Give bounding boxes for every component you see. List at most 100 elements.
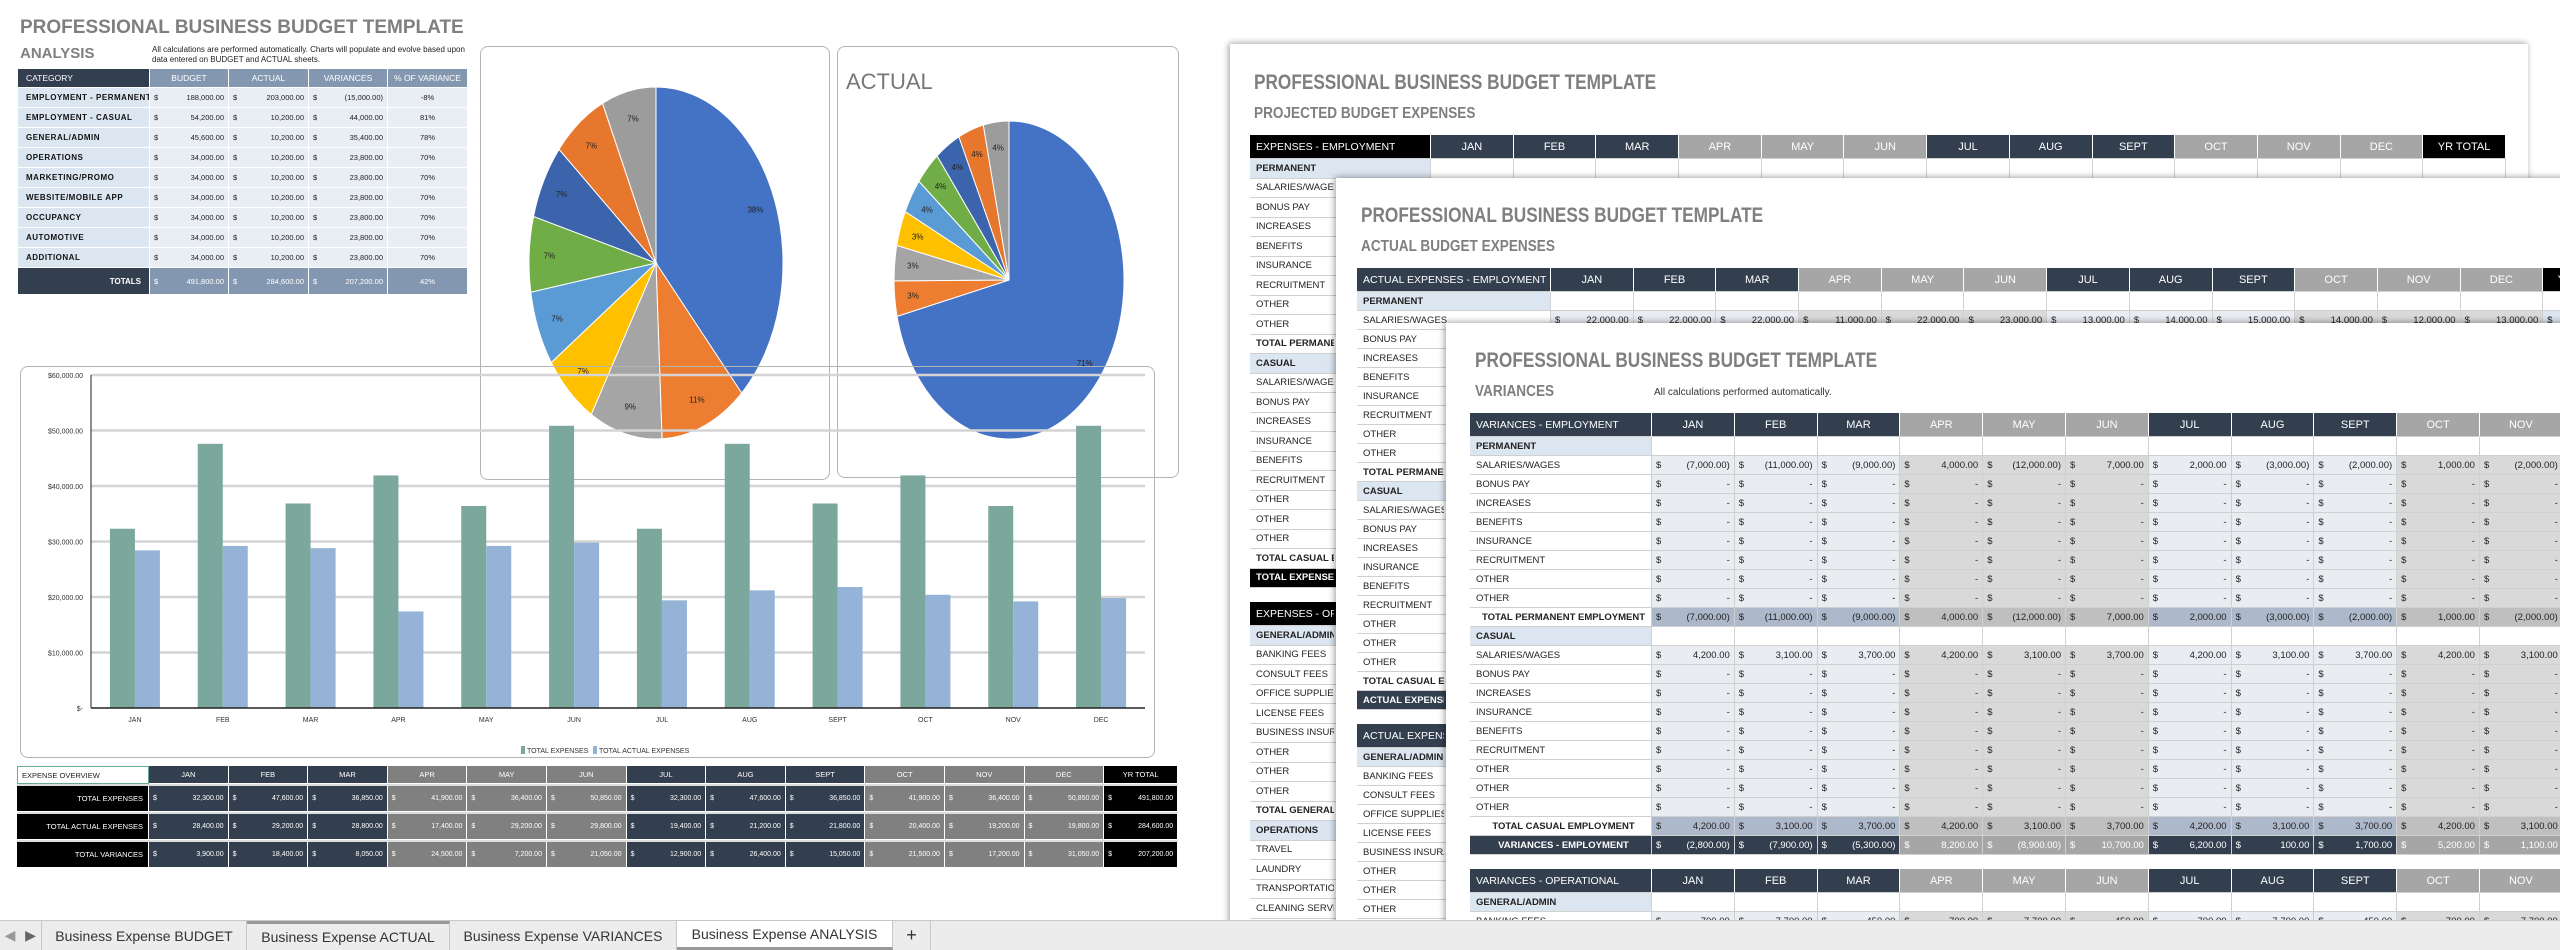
currency-symbol: $: [2401, 611, 2407, 623]
value-cell: $-: [1734, 703, 1818, 722]
table-row: AUTOMOTIVE $34,000.00 $10,200.00 $23,800.00…: [18, 228, 468, 248]
value-cell: $-: [2479, 798, 2560, 817]
cell-value: -: [1892, 801, 1896, 813]
value-cell: $-: [2231, 779, 2315, 798]
y-tick-label: $10,000.00: [48, 651, 83, 658]
cell-value: -: [1975, 763, 1979, 775]
legend-label: TOTAL ACTUAL EXPENSES: [599, 748, 690, 755]
cell-value: -: [2471, 668, 2475, 680]
value-cell: $-: [2479, 665, 2560, 684]
sheet-title: PROFESSIONAL BUSINESS BUDGET TEMPLATE: [1254, 71, 1657, 94]
row-label: INSURANCE: [1476, 535, 1532, 547]
currency-symbol: $: [2401, 725, 2407, 737]
currency-symbol: $: [1656, 535, 1662, 547]
cell-value: -: [2140, 725, 2144, 737]
value-cell: $4,200.00: [2148, 817, 2232, 836]
currency-symbol: $: [2069, 478, 2076, 490]
actual-value: 10,200.00: [270, 153, 304, 162]
cell-value: -: [1726, 668, 1730, 680]
tab-business-expense-variances[interactable]: Business Expense VARIANCES: [450, 921, 677, 950]
value: 36,850.00: [351, 795, 383, 802]
currency-symbol: $: [233, 173, 238, 182]
currency-symbol: $: [1637, 314, 1643, 326]
value-cell: $-: [2148, 494, 2232, 513]
budget-value: 34,000.00: [190, 213, 224, 222]
currency-symbol: $: [2483, 725, 2490, 737]
currency-symbol: $: [1987, 478, 1993, 490]
cell-value: -: [2306, 516, 2310, 528]
value: 7,200.00: [514, 851, 542, 858]
value-cell: $-: [2231, 665, 2315, 684]
value-cell: [1734, 627, 1818, 646]
table-row: BENEFITS $ - $ - $ - $ - $ - $ - $ - $ - $ - $ - $ -: [1470, 722, 2560, 741]
currency-symbol: $: [2318, 573, 2324, 585]
bar-total-dec: [1076, 425, 1102, 708]
sheet-tab-bar: ◀ ▶ Business Expense BUDGET Business Expe…: [0, 920, 2560, 950]
value-cell: $-: [2479, 741, 2560, 760]
value-cell: $-: [2479, 722, 2560, 741]
value-cell: $-: [1900, 722, 1984, 741]
currency-symbol: $: [1904, 611, 1910, 623]
row-label: CONSULT FEES: [1363, 789, 1435, 801]
cell-value: -: [2057, 744, 2061, 756]
pie-data-label: 4%: [935, 182, 947, 191]
cell-value: -: [2471, 554, 2475, 566]
cell-value: -: [1892, 744, 1896, 756]
value-cell: $-: [2148, 475, 2232, 494]
cell-value: -: [2554, 725, 2558, 737]
legend-swatch: [521, 746, 525, 754]
tab-business-expense-budget[interactable]: Business Expense BUDGET: [42, 921, 247, 950]
value-cell: [1513, 159, 1597, 179]
value-cell: $-: [2148, 532, 2232, 551]
cell-value: -: [2306, 478, 2310, 490]
section-header-row: VARIANCES - OPERATIONAL JAN FEB MAR APR MAY JU…: [1470, 869, 2560, 893]
currency-symbol: $: [154, 173, 159, 182]
variance-cell: $23,800.00: [309, 208, 388, 228]
tab-scroll-left-button[interactable]: ◀: [4, 927, 16, 943]
value: 28,800.00: [351, 823, 383, 830]
table-row: OTHER $ - $ - $ - $ - $ - $ - $ - $ - $ - $ - $ -: [1470, 589, 2560, 608]
add-sheet-button[interactable]: +: [893, 921, 931, 950]
cell-value: -: [2554, 687, 2558, 699]
currency-symbol: $: [1738, 497, 1745, 509]
table-row: WEBSITE/MOBILE APP $34,000.00 $10,200.00 $2…: [18, 188, 468, 208]
row-label: OTHER: [1363, 865, 1397, 877]
value-cell: [2231, 627, 2315, 646]
currency-symbol: $: [2318, 497, 2324, 509]
row-label: OTHER: [1363, 884, 1397, 896]
value: 31,050.00: [1067, 851, 1100, 858]
currency-symbol: $: [948, 795, 953, 802]
currency-symbol: $: [2069, 535, 2076, 547]
cell-value: -: [2140, 706, 2144, 718]
row-label: INCREASES: [1256, 221, 1311, 233]
cell-value: 3,700.00: [2355, 820, 2393, 832]
value-cell: [1734, 893, 1818, 912]
cell-value: (8,900.00): [2017, 839, 2061, 851]
currency-symbol: $: [1656, 459, 1662, 471]
currency-symbol: $: [2401, 744, 2407, 756]
value-cell: $-: [2231, 513, 2315, 532]
cell-value: -: [2554, 573, 2558, 585]
value-cell: $19,400.00: [626, 814, 707, 840]
currency-symbol: $: [2318, 649, 2324, 661]
value: 36,850.00: [829, 795, 861, 802]
row-label: BENEFITS: [1256, 455, 1303, 467]
row-label: INCREASES: [1476, 497, 1531, 509]
value-cell: $-: [1652, 570, 1735, 589]
value-cell: $17,200.00: [944, 842, 1025, 868]
currency-symbol: $: [1656, 725, 1662, 737]
month-header: AUG: [2009, 135, 2093, 159]
value-cell: $-: [1652, 589, 1735, 608]
value: 28,400.00: [192, 823, 224, 830]
pct-variance-cell: 78%: [388, 128, 468, 148]
value-cell: $-: [2065, 551, 2149, 570]
cell-value: -: [2057, 706, 2061, 718]
tab-business-expense-analysis[interactable]: Business Expense ANALYSIS: [677, 921, 893, 950]
currency-symbol: $: [1821, 706, 1827, 718]
value: 21,050.00: [590, 851, 622, 858]
tab-scroll-right-button[interactable]: ▶: [20, 921, 42, 950]
tab-business-expense-actual[interactable]: Business Expense ACTUAL: [247, 921, 450, 950]
value: 284,600.00: [1138, 823, 1174, 830]
currency-symbol: $: [2069, 554, 2076, 566]
cell-value: 12,000.00: [2413, 314, 2456, 326]
